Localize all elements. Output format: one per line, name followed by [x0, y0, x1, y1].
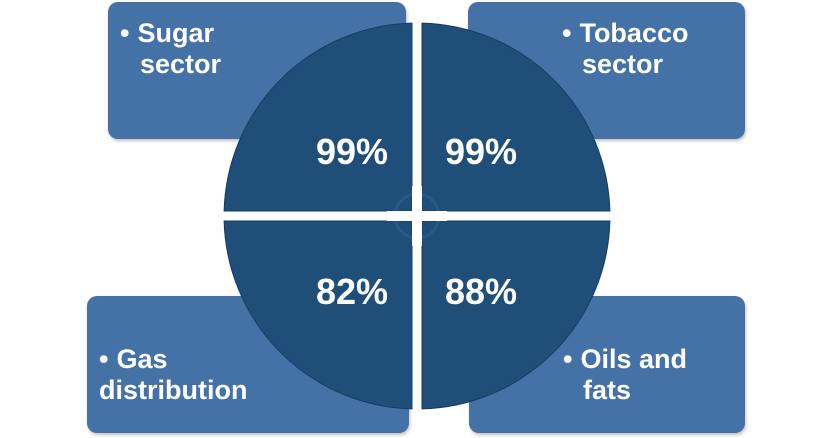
bullet-icon: • [99, 344, 109, 374]
quadrant-bottom-right [421, 220, 611, 410]
label-oils-and-fats: • Oils and fats [563, 344, 687, 405]
value-oils-and-fats: 88% [445, 271, 517, 312]
bullet-icon: • [563, 344, 573, 374]
bullet-icon: • [562, 18, 572, 48]
quadrant-bottom-left [223, 220, 413, 410]
bullet-icon: • [120, 18, 130, 48]
value-gas-distribution: 82% [316, 271, 388, 312]
quadrant-top-left [223, 22, 413, 212]
label-sugar-sector: • Sugar sector [120, 18, 222, 79]
label-tobacco-sector: • Tobacco sector [562, 18, 689, 79]
value-tobacco-sector: 99% [445, 131, 517, 172]
value-sugar-sector: 99% [316, 131, 388, 172]
label-gas-distribution: • Gas distribution [99, 344, 248, 405]
quadrant-top-right [421, 22, 611, 212]
